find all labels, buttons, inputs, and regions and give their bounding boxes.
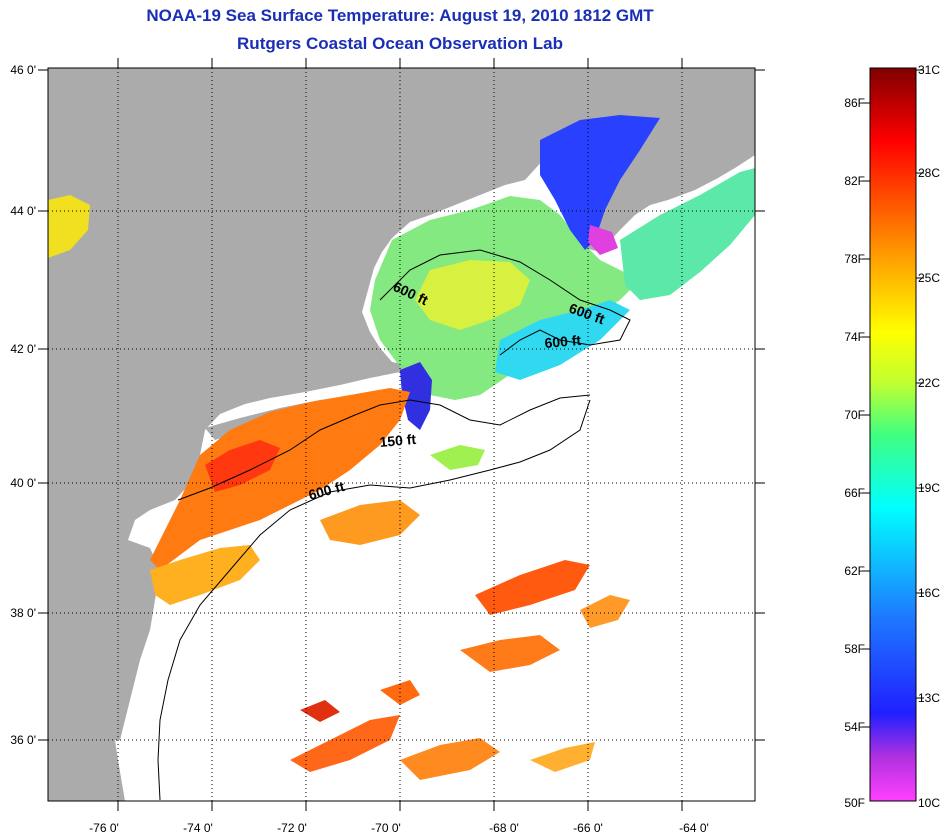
lon-label: -76 0' (89, 821, 119, 835)
colorbar-c-label: 22C (918, 376, 940, 390)
colorbar-f-label: 74F (844, 330, 865, 344)
sst-cape-cod-blue (400, 362, 432, 430)
lat-label: 38 0' (10, 606, 36, 620)
lon-label: -64 0' (679, 821, 709, 835)
colorbar-f-label: 50F (844, 796, 865, 810)
sst-gulf-stream-3 (290, 715, 400, 772)
delmarva-land (48, 540, 160, 740)
lon-label: -74 0' (183, 821, 213, 835)
sst-ns-coast-yellow (48, 195, 90, 258)
map-title: NOAA-19 Sea Surface Temperature: August … (146, 6, 654, 25)
isobath-600ft (157, 399, 591, 801)
lon-label: -72 0' (277, 821, 307, 835)
isobath-150ft (177, 394, 591, 501)
lat-label: 40 0' (10, 476, 36, 490)
isobath-label: 600 ft (544, 332, 582, 351)
us-east-coast-land (48, 68, 755, 801)
sst-gulf-stream-1 (475, 560, 590, 615)
sst-south-green (430, 445, 485, 470)
sst-fundy-magenta (588, 225, 618, 255)
nova-scotia-land (600, 88, 755, 178)
sst-gulf-stream-2 (460, 635, 560, 672)
colorbar-f-label: 82F (844, 174, 865, 188)
colorbar-f-label: 54F (844, 720, 865, 734)
colorbar-c-label: 13C (918, 691, 940, 705)
map-frame (47, 67, 756, 802)
colorbar-f-label: 70F (844, 408, 865, 422)
colorbar-f-label: 78F (844, 252, 865, 266)
colorbar-c-label: 31C (918, 63, 940, 77)
colorbar-gradient (869, 67, 917, 802)
latitude-axis: 46 0' 44 0' 42 0' 40 0' 38 0' 36 0' (10, 63, 765, 747)
temperature-colorbar: 86F 82F 78F 74F 70F 66F 62F 58F 54F 50F … (844, 63, 940, 810)
sst-gulf-stream-5 (320, 500, 420, 545)
sst-bay-of-fundy-blue (540, 115, 660, 250)
colorbar-c-label: 19C (918, 481, 940, 495)
sst-gulf-stream-9 (300, 700, 340, 722)
map-subtitle: Rutgers Coastal Ocean Observation Lab (237, 34, 563, 53)
lat-label: 42 0' (10, 342, 36, 356)
isobath-600ft-gulf (379, 249, 631, 356)
sst-gulf-stream-6 (580, 595, 630, 628)
sst-south-shelf (150, 545, 260, 605)
lon-label: -66 0' (573, 821, 603, 835)
colorbar-f-label: 58F (844, 642, 865, 656)
lat-label: 36 0' (10, 733, 36, 747)
colorbar-c-label: 25C (918, 271, 940, 285)
sst-shelf-red (205, 440, 280, 492)
longitude-axis: -76 0' -74 0' -72 0' -70 0' -68 0' -66 0… (89, 58, 709, 835)
sst-mid-atlantic-warm (150, 388, 410, 570)
colorbar-f-label: 66F (844, 486, 865, 500)
lat-label: 46 0' (10, 63, 36, 77)
colorbar-f-label: 62F (844, 564, 865, 578)
colorbar-c-label: 28C (918, 166, 940, 180)
lat-label: 44 0' (10, 204, 36, 218)
lon-label: -70 0' (371, 821, 401, 835)
isobath-label: 150 ft (379, 431, 417, 450)
sst-nova-scotia-shelf (620, 168, 755, 300)
map-layers (48, 68, 755, 801)
colorbar-f-label: 86F (844, 96, 865, 110)
colorbar-c-label: 10C (918, 796, 940, 810)
colorbar-c-label: 16C (918, 586, 940, 600)
sst-gulf-yellow (415, 260, 530, 330)
lon-label: -68 0' (489, 821, 519, 835)
sst-gulf-stream-4 (400, 738, 500, 780)
sst-gulf-stream-7 (530, 742, 595, 772)
